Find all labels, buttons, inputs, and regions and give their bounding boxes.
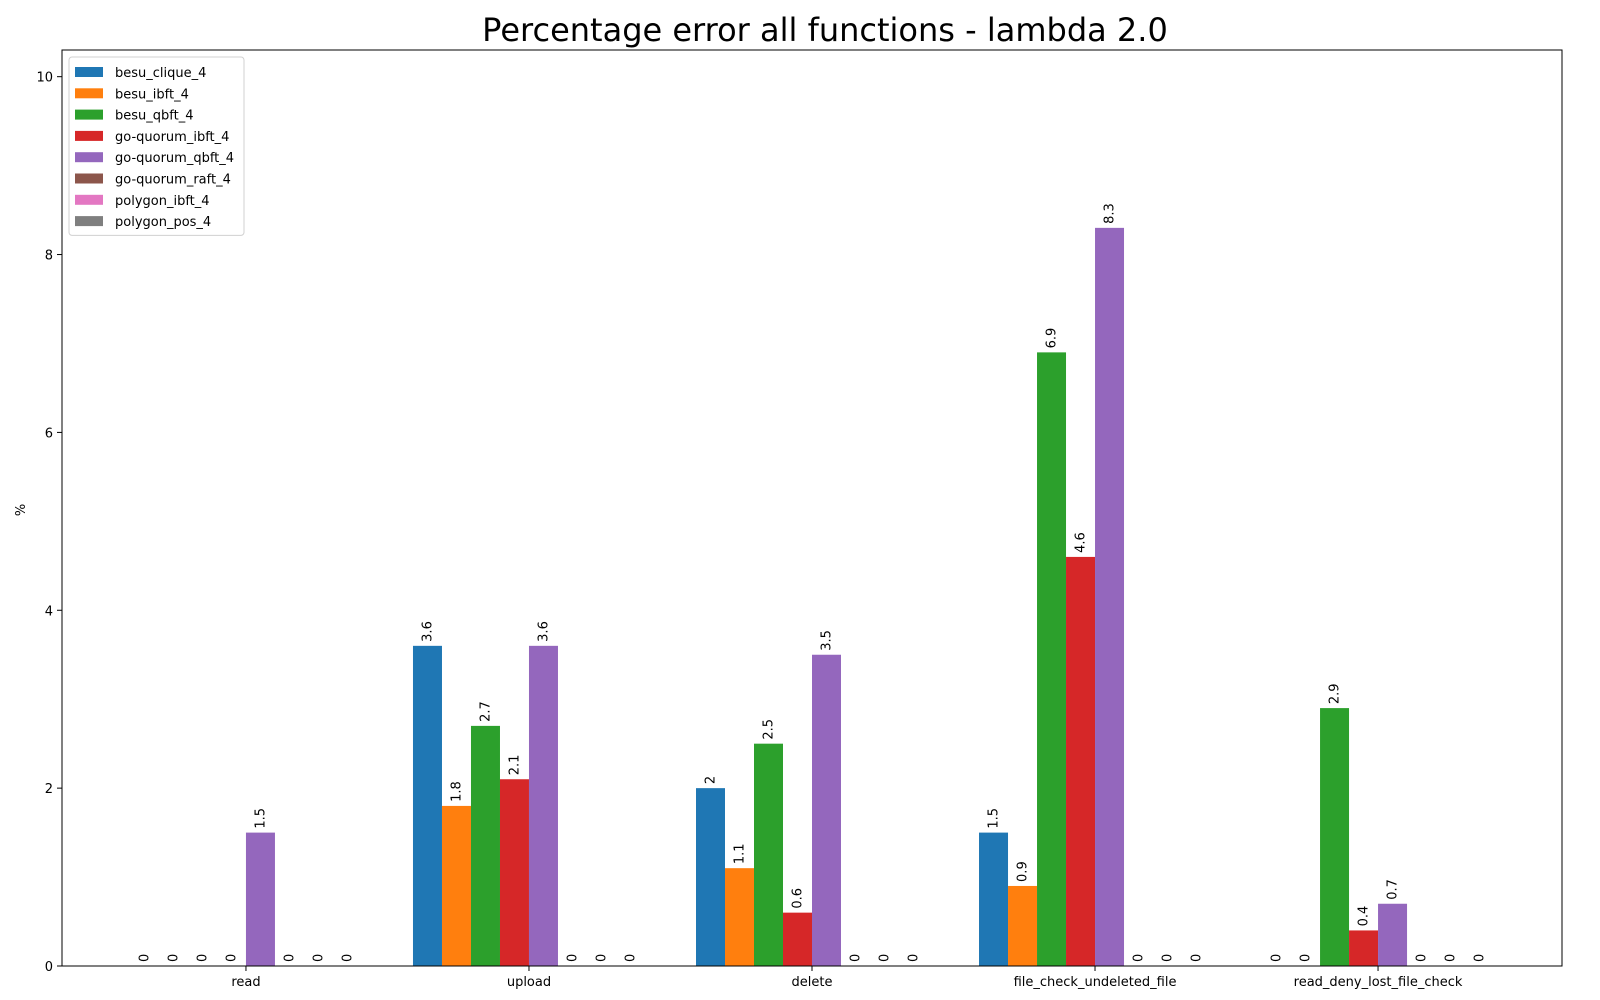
data-label-go-quorum_qbft_4-read: 1.5 <box>253 808 268 829</box>
legend: besu_clique_4 besu_ibft_4 besu_qbft_4 go-qu… <box>68 56 245 236</box>
bar-go-quorum_ibft_4-upload <box>499 779 529 966</box>
bar-besu_qbft_4-file_check_undeleted_file <box>1037 352 1067 966</box>
data-label-besu_ibft_4-read_deny_lost_file_check: 0 <box>1299 954 1314 962</box>
bar-besu_clique_4-delete <box>696 788 725 966</box>
x-tick-label: read <box>231 975 260 990</box>
bar-go-quorum_ibft_4-read_deny_lost_file_check <box>1349 930 1379 966</box>
bar-besu_qbft_4-delete <box>754 743 783 966</box>
bars-layer <box>245 227 1408 967</box>
bar-besu_qbft_4-upload <box>470 725 500 966</box>
data-label-polygon_pos_4-read_deny_lost_file_check: 0 <box>1473 954 1488 962</box>
y-tick-label: 0 <box>45 960 53 975</box>
data-label-go-quorum_raft_4-file_check_undeleted_file: 0 <box>1132 954 1147 962</box>
data-label-besu_clique_4-read_deny_lost_file_check: 0 <box>1270 954 1285 962</box>
data-label-besu_ibft_4-delete: 1.1 <box>733 843 748 864</box>
y-tick-label: 4 <box>45 604 53 619</box>
legend-label-go-quorum_ibft_4: go-quorum_ibft_4 <box>115 130 229 145</box>
data-label-polygon_pos_4-delete: 0 <box>907 954 922 962</box>
legend-box <box>68 56 245 236</box>
legend-swatch-go-quorum_raft_4 <box>75 173 103 184</box>
data-label-polygon_ibft_4-read_deny_lost_file_check: 0 <box>1444 954 1459 962</box>
data-label-besu_clique_4-delete: 2 <box>704 776 719 784</box>
data-label-polygon_ibft_4-upload: 0 <box>594 954 609 962</box>
y-tick-label: 2 <box>45 782 53 797</box>
data-label-go-quorum_qbft_4-delete: 3.5 <box>820 630 835 651</box>
data-label-go-quorum_ibft_4-read: 0 <box>224 954 239 962</box>
data-label-go-quorum_ibft_4-delete: 0.6 <box>791 888 806 909</box>
bar-go-quorum_ibft_4-file_check_undeleted_file <box>1066 556 1096 966</box>
y-tick-label: 10 <box>36 71 53 86</box>
legend-label-polygon_pos_4: polygon_pos_4 <box>115 215 211 230</box>
legend-swatch-besu_ibft_4 <box>75 88 103 99</box>
bar-go-quorum_qbft_4-upload <box>528 645 558 966</box>
data-label-go-quorum_raft_4-read: 0 <box>282 954 297 962</box>
legend-label-besu_clique_4: besu_clique_4 <box>115 66 206 81</box>
x-tick-label: file_check_undeleted_file <box>1014 975 1177 990</box>
bar-besu_clique_4-file_check_undeleted_file <box>979 832 1009 966</box>
data-label-go-quorum_qbft_4-file_check_undeleted_file: 8.3 <box>1103 203 1118 224</box>
data-label-polygon_ibft_4-read: 0 <box>311 954 326 962</box>
axes-layer: 0 2 4 6 8 10 read upload delete file_check_undele… <box>36 49 1563 990</box>
data-label-besu_clique_4-upload: 3.6 <box>420 621 435 642</box>
bar-besu_clique_4-upload <box>412 645 442 966</box>
data-labels-layer: 0 0 0 0 1.5 0 0 0 3.6 1.8 2.7 2.1 3.6 0 0 0 2 1.1 2.5 0.6 3.… <box>137 203 1487 962</box>
data-label-polygon_ibft_4-delete: 0 <box>878 954 893 962</box>
legend-swatch-besu_clique_4 <box>75 67 103 77</box>
bar-go-quorum_qbft_4-file_check_undeleted_file <box>1095 227 1125 967</box>
data-label-go-quorum_qbft_4-upload: 3.6 <box>536 621 551 642</box>
data-label-polygon_ibft_4-file_check_undeleted_file: 0 <box>1161 954 1176 962</box>
data-label-besu_ibft_4-read: 0 <box>166 954 181 962</box>
data-label-polygon_pos_4-file_check_undeleted_file: 0 <box>1190 954 1205 962</box>
legend-label-go-quorum_raft_4: go-quorum_raft_4 <box>115 173 231 188</box>
data-label-besu_qbft_4-read_deny_lost_file_check: 2.9 <box>1328 683 1343 704</box>
bar-besu_ibft_4-file_check_undeleted_file <box>1008 885 1038 966</box>
bar-besu_ibft_4-upload <box>441 805 471 966</box>
legend-swatch-besu_qbft_4 <box>75 109 103 120</box>
x-tick-label: read_deny_lost_file_check <box>1294 975 1463 990</box>
data-label-besu_ibft_4-file_check_undeleted_file: 0.9 <box>1016 861 1031 882</box>
data-label-go-quorum_raft_4-delete: 0 <box>849 954 864 962</box>
chart-title: Percentage error all functions - lambda … <box>482 11 1168 49</box>
y-tick-label: 8 <box>45 249 53 264</box>
bar-go-quorum_qbft_4-read_deny_lost_file_check <box>1378 903 1408 966</box>
legend-label-besu_ibft_4: besu_ibft_4 <box>115 87 189 102</box>
legend-swatch-go-quorum_qbft_4 <box>75 152 103 163</box>
data-label-go-quorum_ibft_4-read_deny_lost_file_check: 0.4 <box>1357 906 1372 927</box>
x-tick-label: delete <box>792 975 833 990</box>
x-tick-label: upload <box>507 975 551 990</box>
data-label-go-quorum_ibft_4-upload: 2.1 <box>507 755 522 776</box>
bar-besu_qbft_4-read_deny_lost_file_check <box>1320 708 1350 966</box>
bar-besu_ibft_4-delete <box>725 868 754 966</box>
bar-go-quorum_qbft_4-delete <box>812 654 841 966</box>
legend-label-go-quorum_qbft_4: go-quorum_qbft_4 <box>115 151 234 166</box>
data-label-polygon_pos_4-read: 0 <box>340 954 355 962</box>
legend-label-besu_qbft_4: besu_qbft_4 <box>115 109 193 124</box>
legend-swatch-polygon_pos_4 <box>75 216 103 227</box>
data-label-besu_qbft_4-file_check_undeleted_file: 6.9 <box>1045 328 1060 349</box>
data-label-go-quorum_ibft_4-file_check_undeleted_file: 4.6 <box>1074 532 1089 553</box>
data-label-besu_qbft_4-delete: 2.5 <box>762 719 777 740</box>
data-label-besu_qbft_4-upload: 2.7 <box>478 701 493 722</box>
y-tick-label: 6 <box>45 426 53 441</box>
data-label-besu_ibft_4-upload: 1.8 <box>449 781 464 802</box>
y-axis-label: % <box>14 504 29 516</box>
data-label-polygon_pos_4-upload: 0 <box>623 954 638 962</box>
legend-swatch-polygon_ibft_4 <box>75 194 103 205</box>
bar-go-quorum_ibft_4-delete <box>783 912 812 966</box>
y-axis-label-group: % <box>14 504 29 516</box>
bar-go-quorum_qbft_4-read <box>245 832 275 966</box>
legend-swatch-go-quorum_ibft_4 <box>75 130 103 141</box>
data-label-besu_clique_4-file_check_undeleted_file: 1.5 <box>987 808 1002 829</box>
data-label-go-quorum_raft_4-upload: 0 <box>565 954 580 962</box>
data-label-go-quorum_qbft_4-read_deny_lost_file_check: 0.7 <box>1386 879 1401 900</box>
data-label-besu_clique_4-read: 0 <box>137 954 152 962</box>
data-label-go-quorum_raft_4-read_deny_lost_file_check: 0 <box>1415 954 1430 962</box>
legend-label-polygon_ibft_4: polygon_ibft_4 <box>115 194 210 209</box>
data-label-besu_qbft_4-read: 0 <box>195 954 210 962</box>
